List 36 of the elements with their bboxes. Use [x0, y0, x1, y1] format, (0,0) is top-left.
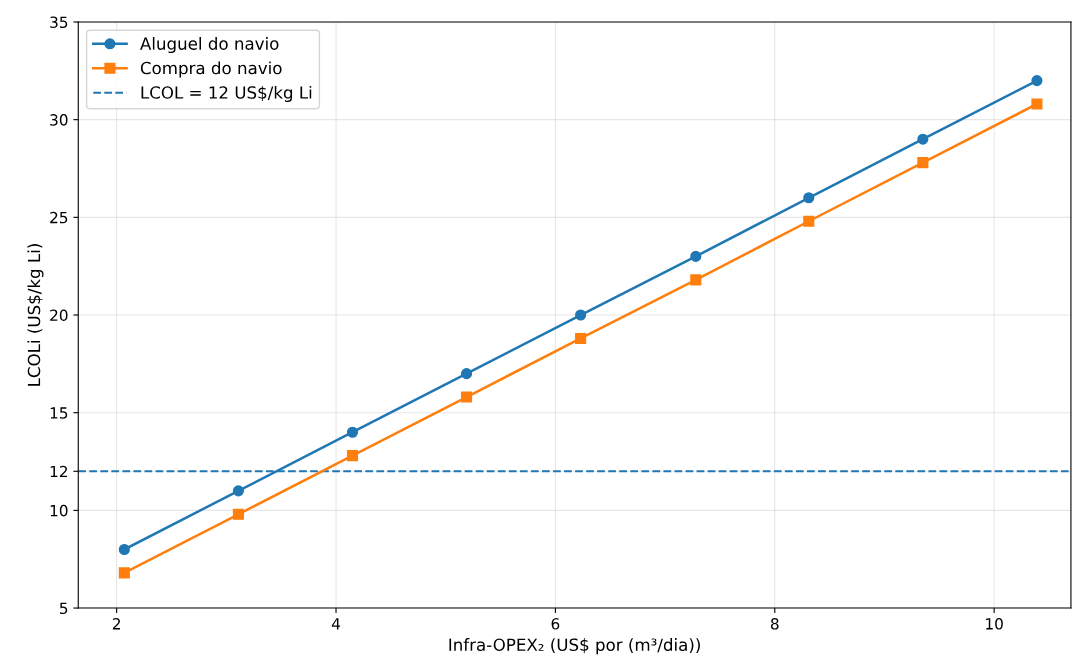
point — [460, 391, 473, 403]
point — [232, 485, 244, 497]
point — [690, 274, 702, 286]
x-tick-label: 10 — [986, 618, 1003, 630]
y-tick-label: 30 — [50, 114, 68, 126]
y-tick-label: 20 — [50, 309, 68, 322]
x-tick-label: 2 — [112, 618, 120, 630]
y-tick-label: 5 — [59, 602, 68, 615]
x-tick-label: 4 — [331, 618, 341, 630]
y-axis-title: LCOLi (US$/kg Li) — [27, 244, 44, 386]
point — [346, 426, 359, 438]
y-tick-label: 15 — [50, 407, 68, 419]
point — [803, 192, 815, 204]
legend-label: Aluguel do navio — [140, 36, 279, 54]
point — [575, 309, 587, 321]
y-tick-label: 25 — [50, 211, 68, 224]
y-tick-label: 12 — [50, 465, 67, 478]
x-axis-title: Infra-OPEX₂ (US$ por (m³/dia)) — [449, 638, 700, 655]
point — [232, 508, 244, 520]
y-tick-label: 10 — [50, 504, 68, 517]
legend-label: LCOL = 12 US$/kg Li — [141, 85, 312, 103]
point — [118, 567, 130, 579]
legend-label: Compra do navio — [140, 61, 282, 78]
point — [803, 215, 815, 227]
point — [118, 543, 130, 556]
point — [690, 250, 702, 262]
x-tick-label: 6 — [551, 618, 560, 630]
y-tick-label: 35 — [50, 16, 68, 28]
x-tick-label: 8 — [770, 618, 779, 630]
point — [1031, 98, 1043, 110]
point — [917, 157, 929, 169]
point — [1031, 75, 1043, 87]
point — [460, 368, 473, 380]
point — [575, 332, 587, 345]
point — [346, 450, 359, 462]
point — [917, 133, 929, 145]
